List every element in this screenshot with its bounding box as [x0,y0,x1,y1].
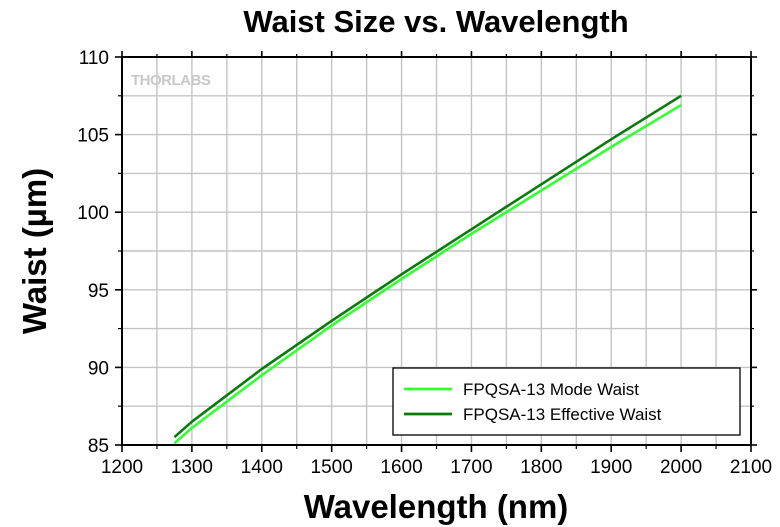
y-axis-label: Waist (µm) [16,168,53,334]
x-tick-label: 1300 [171,457,213,478]
legend: FPQSA-13 Mode Waist FPQSA-13 Effective Wa… [392,367,741,436]
axis-ticks [115,51,757,452]
series-lines [173,94,682,445]
y-tick-label: 90 [88,358,109,379]
x-tick-label: 1600 [380,457,422,478]
chart-title: Waist Size vs. Wavelength [243,4,628,39]
legend-label-2: FPQSA-13 Effective Waist [463,405,662,424]
y-tick-label: 85 [88,436,109,457]
legend-label-1: FPQSA-13 Mode Waist [463,380,639,399]
thorlabs-watermark: THORLABS [131,72,211,89]
series-line-2 [173,94,682,439]
x-tick-labels: 1200 1300 1400 1500 1600 1700 1800 1900 2000 2100 [101,457,772,478]
x-tick-label: 1900 [590,457,632,478]
y-tick-label: 110 [79,48,109,69]
y-tick-label: 105 [77,126,109,147]
x-tick-label: 1500 [311,457,353,478]
x-tick-label: 1800 [520,457,562,478]
y-tick-label: 100 [77,203,109,224]
x-tick-label: 2100 [730,457,772,478]
x-tick-label: 1700 [450,457,492,478]
y-tick-label: 95 [88,281,109,302]
x-tick-label: 1200 [101,457,143,478]
x-axis-label: Wavelength (nm) [304,488,569,525]
y-tick-labels: 85 90 95 100 105 110 [77,48,109,457]
x-tick-label: 2000 [660,457,702,478]
legend-box [392,367,741,436]
x-tick-label: 1400 [241,457,283,478]
series-line-1 [173,103,682,445]
